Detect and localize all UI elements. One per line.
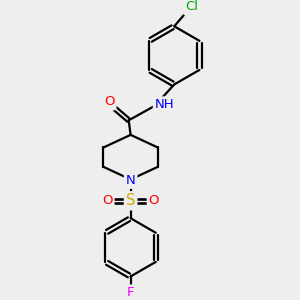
Text: O: O (102, 194, 112, 207)
Text: O: O (148, 194, 159, 207)
Text: O: O (104, 95, 115, 108)
Text: Cl: Cl (185, 0, 198, 14)
Text: N: N (126, 174, 136, 187)
Text: S: S (126, 193, 135, 208)
Text: F: F (127, 286, 134, 299)
Text: NH: NH (155, 98, 174, 111)
